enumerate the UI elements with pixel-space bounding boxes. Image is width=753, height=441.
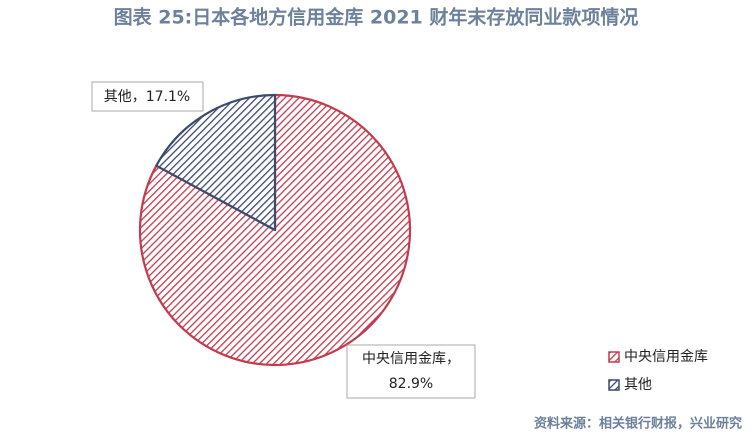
legend-label: 其他 — [624, 377, 652, 393]
pie-slice — [155, 93, 277, 232]
data-label: 其他，17.1% — [104, 89, 190, 105]
data-label-part: ， — [446, 351, 460, 367]
data-label-part: 17.1% — [146, 89, 190, 105]
legend-swatch — [608, 379, 620, 391]
legend-swatch — [608, 351, 620, 363]
data-label-part: 中央信用金库 — [362, 351, 446, 367]
data-label-box — [91, 81, 204, 112]
chart-title: 图表 25:日本各地方信用金库 2021 财年末存放同业款项情况 — [114, 6, 639, 29]
source: 资料来源：相关银行财报，兴业研究 — [534, 416, 742, 432]
data-label-part: 82.9% — [389, 376, 433, 392]
data-label-part: 其他 — [104, 89, 132, 105]
data-label-part: ， — [132, 89, 146, 105]
data-label: 中央信用金库， — [362, 351, 460, 367]
data-label: 82.9% — [389, 376, 433, 392]
data-label-box — [346, 344, 476, 399]
legend-label: 中央信用金库 — [624, 349, 708, 365]
